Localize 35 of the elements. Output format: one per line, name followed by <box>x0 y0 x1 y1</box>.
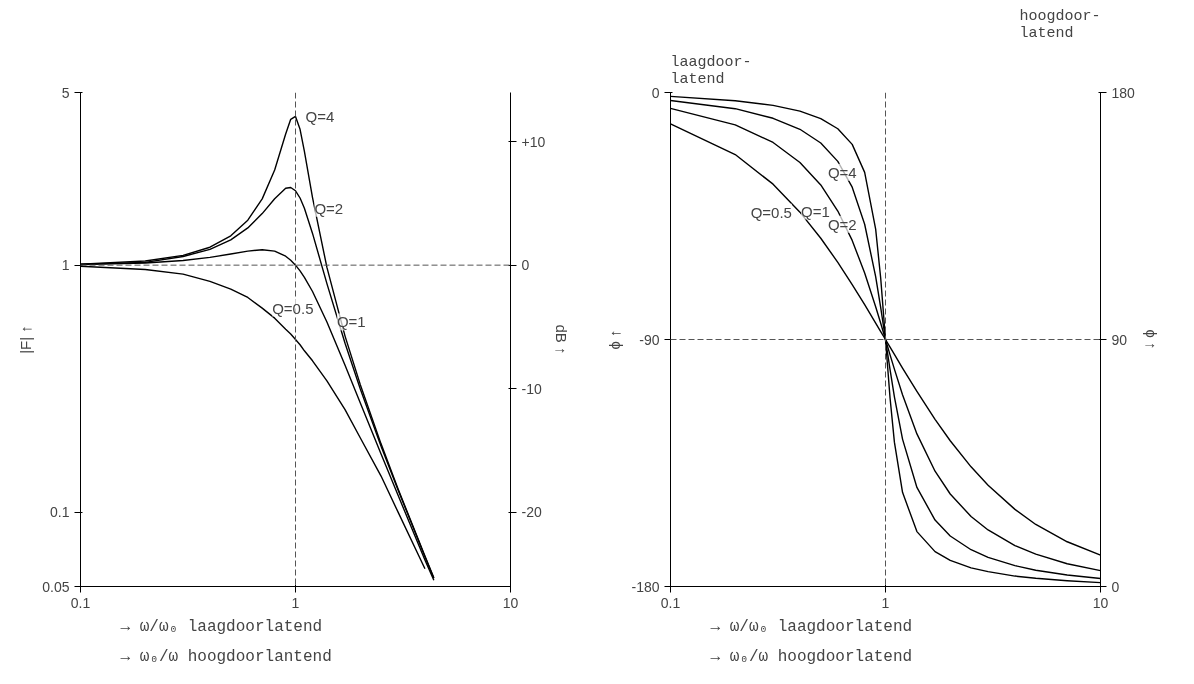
y2-tick-label: 90 <box>1111 331 1128 348</box>
y2-tick-label: 180 <box>1111 84 1136 101</box>
y2-tick-label: 0 <box>521 257 530 274</box>
y2-tick-label: -20 <box>521 504 542 521</box>
x-tick-label: 1 <box>291 594 300 611</box>
annotation: Q=0.5 <box>272 299 314 317</box>
y-tick-label: 0.1 <box>50 504 70 521</box>
x-tick-label: 10 <box>502 594 519 611</box>
x-axis-title: → ω/ω₀ laagdoorlatend → ω₀/ω hoogdoorlatend <box>710 617 913 666</box>
x-tick-label: 1 <box>881 594 890 611</box>
text: hoogdoor- latend <box>1019 7 1101 42</box>
y2-tick-label: -10 <box>521 380 542 397</box>
y-tick-label: -90 <box>639 331 660 348</box>
y2-axis-title: dB ↑ <box>553 324 571 355</box>
y-tick-label: 0.05 <box>42 578 70 595</box>
y-tick-label: -180 <box>631 578 660 595</box>
x-tick-label: 10 <box>1092 594 1109 611</box>
x-tick-label: 0.1 <box>660 594 681 611</box>
x-axis-title: → ω/ω₀ laagdoorlatend → ω₀/ω hoogdoorlantend <box>120 617 332 666</box>
y-tick-label: 5 <box>61 84 70 101</box>
annotation: Q=4 <box>305 107 335 125</box>
y-tick-label: 1 <box>61 257 70 274</box>
y2-axis-title: ϕ ↑ <box>1142 329 1160 350</box>
text: laagdoor- latend <box>670 53 752 88</box>
y2-tick-label: 0 <box>1111 578 1120 595</box>
annotation: Q=4 <box>827 163 857 181</box>
y2-tick-label: +10 <box>521 133 546 150</box>
y-axis-title: ϕ ↑ <box>606 329 624 350</box>
annotation: Q=1 <box>801 202 830 220</box>
annotation: Q=2 <box>827 215 857 233</box>
annotation: Q=1 <box>336 313 366 331</box>
annotation: Q=2 <box>314 199 344 217</box>
annotation: Q=0.5 <box>750 203 792 221</box>
y-axis-title: |F| ↑ <box>17 325 35 354</box>
y-tick-label: 0 <box>651 84 660 101</box>
